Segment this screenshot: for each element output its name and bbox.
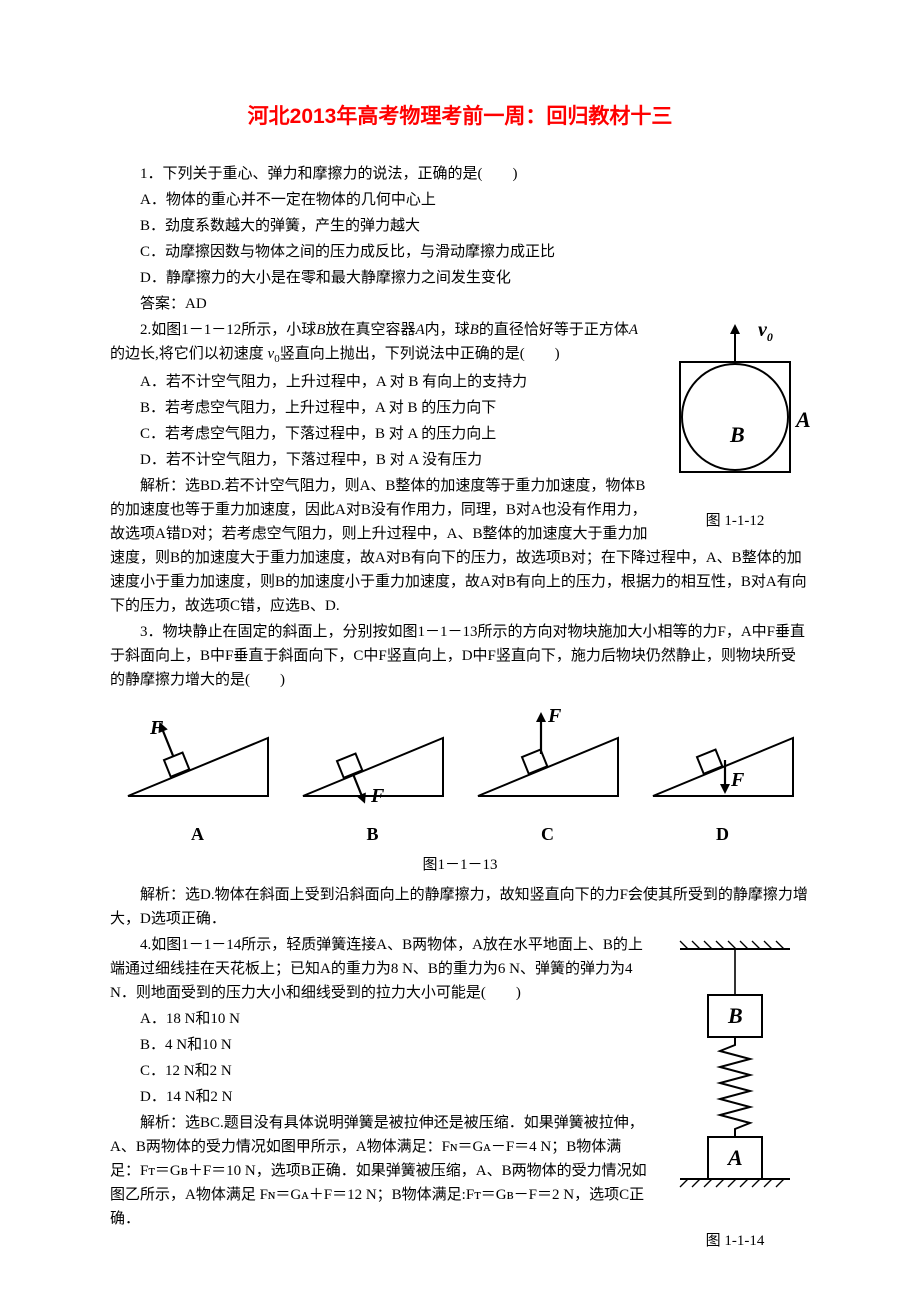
fig13-panel-c: F C [468,706,628,849]
svg-text:F: F [547,706,562,727]
fig12-caption: 图 1-1-12 [660,509,810,533]
q1-answer: 答案：AD [110,292,810,316]
figure-1-1-14: B A 图 1-1-14 [660,937,810,1253]
fig13-label-b: B [293,820,453,849]
svg-text:F: F [730,769,745,791]
q3-stem: 3．物块静止在固定的斜面上，分别按如图1－1－13所示的方向对物块施加大小相等的… [110,620,810,692]
fig13-panel-b: F B [293,706,453,849]
q3-explanation: 解析：选D.物体在斜面上受到沿斜面向上的静摩擦力，故知竖直向下的力F会使其所受到… [110,883,810,931]
page-title: 河北2013年高考物理考前一周：回归教材十三 [110,100,810,134]
svg-text:A: A [726,1145,743,1170]
q1-opt-b: B．劲度系数越大的弹簧，产生的弹力越大 [110,214,810,238]
q1-opt-d: D．静摩擦力的大小是在零和最大静摩擦力之间发生变化 [110,266,810,290]
fig12-label-b: B [729,422,745,447]
svg-text:F: F [149,717,164,739]
fig13-panel-a: F A [118,706,278,849]
q1-opt-c: C．动摩擦因数与物体之间的压力成反比，与滑动摩擦力成正比 [110,240,810,264]
fig12-label-a: A [794,407,810,432]
fig13-caption: 图1－1－13 [110,853,810,877]
svg-text:B: B [727,1003,743,1028]
svg-text:F: F [370,785,385,806]
fig13-label-a: A [118,820,278,849]
fig13-label-d: D [643,820,803,849]
fig12-svg: v0 B A [660,322,810,497]
fig13-panel-d: F D [643,706,803,849]
fig12-v0: v0 [758,322,773,344]
figure-1-1-12: v0 B A 图 1-1-12 [660,322,810,533]
q1-opt-a: A．物体的重心并不一定在物体的几何中心上 [110,188,810,212]
fig13-label-c: C [468,820,628,849]
fig14-caption: 图 1-1-14 [660,1229,810,1253]
figure-1-1-13: F A F B [110,706,810,877]
q1-stem: 1．下列关于重心、弹力和摩擦力的说法，正确的是( ) [110,162,810,186]
